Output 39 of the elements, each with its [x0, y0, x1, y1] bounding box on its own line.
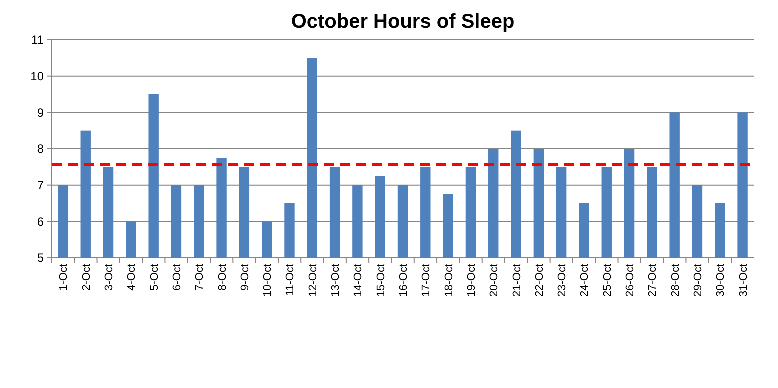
y-tick-label: 6: [37, 214, 44, 229]
y-tick-label: 9: [37, 106, 44, 120]
y-tick-label: 5: [37, 251, 44, 266]
x-tick-label: 25-Oct: [602, 264, 614, 298]
x-tick-label: 10-Oct: [262, 264, 274, 298]
x-tick-label: 26-Oct: [624, 264, 637, 298]
x-tick-label: 27-Oct: [647, 264, 660, 298]
y-tick-label: 7: [37, 178, 44, 193]
x-tick-label: 24-Oct: [579, 264, 592, 298]
x-tick-label: 19-Oct: [466, 264, 478, 298]
x-tick-label: 6-Oct: [171, 264, 184, 291]
x-tick-label: 8-Oct: [216, 264, 229, 291]
x-tick-label: 2-Oct: [80, 264, 93, 291]
x-tick-label: 7-Oct: [194, 264, 206, 291]
x-tick-label: 5-Oct: [148, 264, 161, 291]
y-tick-label: 8: [37, 142, 44, 156]
x-tick-label: 29-Oct: [692, 264, 704, 298]
x-tick-label: 23-Oct: [556, 264, 569, 298]
x-tick-label: 17-Oct: [420, 264, 433, 298]
x-tick-label: 30-Oct: [715, 264, 728, 298]
x-tick-label: 13-Oct: [330, 264, 342, 298]
chart-title: October Hours of Sleep: [291, 11, 515, 33]
y-tick-label: 10: [30, 70, 44, 84]
x-tick-label: 31-Oct: [738, 264, 750, 298]
x-tick-label: 21-Oct: [511, 264, 524, 298]
x-tick-label: 3-Oct: [104, 264, 116, 291]
x-tick-label: 4-Oct: [126, 264, 138, 291]
x-tick-label: 14-Oct: [352, 264, 365, 298]
x-tick-label: 1-Oct: [58, 264, 70, 291]
x-tick-label: 18-Oct: [443, 264, 456, 298]
y-tick-label: 11: [32, 33, 44, 48]
x-tick-label: 15-Oct: [375, 264, 388, 298]
x-tick-label: 9-Oct: [239, 264, 252, 291]
x-tick-label: 16-Oct: [398, 264, 410, 298]
x-tick-label: 20-Oct: [488, 264, 501, 298]
x-tick-label: 12-Oct: [307, 264, 320, 298]
x-tick-label: 11-Oct: [284, 264, 297, 296]
x-tick-label: 28-Oct: [670, 264, 682, 298]
x-tick-label: 22-Oct: [534, 264, 546, 298]
